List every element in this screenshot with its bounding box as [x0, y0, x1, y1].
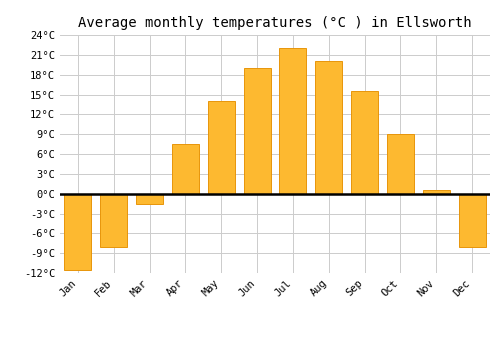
- Bar: [316, 62, 342, 194]
- Title: Average monthly temperatures (°C ) in Ellsworth: Average monthly temperatures (°C ) in El…: [78, 16, 472, 30]
- Bar: [244, 68, 270, 194]
- Bar: [423, 190, 450, 194]
- Bar: [387, 134, 414, 194]
- Bar: [100, 194, 127, 246]
- Bar: [351, 91, 378, 194]
- Bar: [136, 194, 163, 204]
- Bar: [280, 48, 306, 194]
- Bar: [208, 101, 234, 194]
- Bar: [172, 144, 199, 194]
- Bar: [458, 194, 485, 246]
- Bar: [64, 194, 92, 270]
